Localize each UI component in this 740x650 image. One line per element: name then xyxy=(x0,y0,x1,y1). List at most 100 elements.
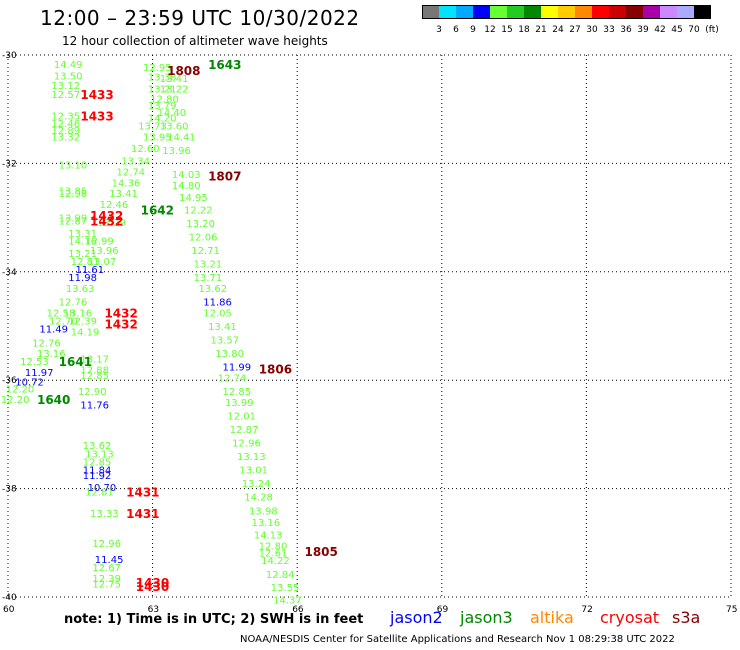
pass-time-label: 1433 xyxy=(80,110,113,124)
swh-value-label: 12.53 xyxy=(20,357,49,368)
swh-value-label: 11.86 xyxy=(203,298,232,309)
legend-swatch xyxy=(609,5,626,19)
legend-label: 24 xyxy=(552,25,564,35)
legend-label: 9 xyxy=(470,25,476,35)
swh-value-label: 12.81 xyxy=(85,487,114,498)
swh-value-label: 13.21 xyxy=(68,249,97,260)
swh-value-label: 11.49 xyxy=(39,325,68,336)
legend-swatch xyxy=(643,5,660,19)
page-title: 12:00 – 23:59 UTC 10/30/2022 xyxy=(40,6,360,30)
legend-swatch xyxy=(456,5,473,19)
lat-tick-label: -36 xyxy=(2,376,17,386)
swh-value-label: 12.80 xyxy=(259,542,288,553)
legend-label: 39 xyxy=(637,25,649,35)
swh-value-label: 12.96 xyxy=(232,439,261,450)
pass-time-label: 1431 xyxy=(126,485,159,499)
swh-value-label: 12.76 xyxy=(59,298,88,309)
swh-value-label: 12.74 xyxy=(218,373,247,384)
swh-value-label: 12.58 xyxy=(47,308,76,319)
swh-value-label: 12.01 xyxy=(227,411,256,422)
swh-value-label: 12.05 xyxy=(203,308,232,319)
legend-swatch xyxy=(677,5,694,19)
satellite-jason2-label: jason2 xyxy=(390,608,443,627)
legend-label: 70 xyxy=(688,25,700,35)
swh-value-label: 12.89 xyxy=(51,126,80,137)
swh-value-label: 12.85 xyxy=(83,458,112,469)
swh-value-label: 13.62 xyxy=(83,441,112,452)
legend-unit: (ft) xyxy=(705,25,719,35)
legend-swatch xyxy=(524,5,541,19)
swh-value-label: 12.81 xyxy=(71,257,100,268)
page-subtitle: 12 hour collection of altimeter wave hei… xyxy=(62,34,328,48)
swh-value-label: 14.95 xyxy=(179,193,208,204)
lon-tick-label: 72 xyxy=(581,605,592,615)
lat-tick-label: -38 xyxy=(2,485,17,495)
swh-value-label: 13.99 xyxy=(225,398,254,409)
legend-label: 36 xyxy=(620,25,632,35)
swh-value-label: 12.99 xyxy=(85,236,114,247)
swh-value-label: 12.96 xyxy=(92,539,121,550)
swh-value-label: 12.39 xyxy=(68,317,97,328)
satellite-s3a-label: s3a xyxy=(672,608,701,627)
swh-value-label: 13.07 xyxy=(88,257,117,268)
swh-value-label: 13.20 xyxy=(186,219,215,230)
swh-value-label: 12.67 xyxy=(92,563,121,574)
pass-time-label: 1640 xyxy=(37,393,70,407)
swh-value-label: 12.61 xyxy=(259,549,288,560)
swh-value-label: 13.33 xyxy=(90,509,119,520)
swh-value-label: 13.01 xyxy=(239,466,268,477)
swh-value-label: 13.57 xyxy=(210,336,239,347)
swh-value-label: 13.32 xyxy=(51,132,80,143)
swh-value-label: 13.98 xyxy=(249,506,278,517)
lon-tick-label: 66 xyxy=(292,605,304,615)
swh-value-label: 12.95 xyxy=(143,63,172,74)
swh-value-label: 12.35 xyxy=(51,112,80,123)
legend-label: 30 xyxy=(586,25,598,35)
swh-value-label: 13.16 xyxy=(251,518,280,529)
swh-value-label: 13.50 xyxy=(54,72,83,83)
legend-swatch xyxy=(439,5,456,19)
swh-value-label: 13.24 xyxy=(242,479,271,490)
swh-value-label: 14.49 xyxy=(54,60,83,71)
swh-value-label: 13.95 xyxy=(143,132,172,143)
legend-label: 12 xyxy=(484,25,496,35)
legend-label: 33 xyxy=(603,25,615,35)
lon-tick-label: 75 xyxy=(726,605,737,615)
legend-label: 18 xyxy=(518,25,530,35)
pass-time-label: 1432 xyxy=(104,306,137,320)
swh-value-label: 11.92 xyxy=(83,471,112,482)
lon-tick-label: 69 xyxy=(437,605,449,615)
legend-swatch xyxy=(490,5,507,19)
swh-value-label: 12.88 xyxy=(80,365,109,376)
swh-value-label: 12.57 xyxy=(51,90,80,101)
swh-value-label: 12.98 xyxy=(59,189,88,200)
pass-time-label: 1433 xyxy=(80,88,113,102)
swh-value-label: 14.28 xyxy=(244,493,273,504)
satellite-altika-label: altika xyxy=(530,608,574,627)
swh-value-label: 13.31 xyxy=(68,229,97,240)
swh-value-label: 12.85 xyxy=(223,387,252,398)
swh-value-label: 13.85 xyxy=(59,187,88,198)
swh-value-label: 12.46 xyxy=(100,200,129,211)
swh-value-label: 13.73 xyxy=(138,121,167,132)
swh-value-label: 12.80 xyxy=(150,94,179,105)
legend-swatch xyxy=(558,5,575,19)
swh-value-label: 13.96 xyxy=(162,146,191,157)
swh-value-label: 14.80 xyxy=(172,181,201,192)
swh-value-label: 14.41 xyxy=(167,132,196,143)
swh-value-label: 14.37 xyxy=(273,596,302,607)
swh-value-label: 13.16 xyxy=(63,308,92,319)
swh-value-label: 14.19 xyxy=(71,327,100,338)
swh-value-label: 14.16 xyxy=(68,236,97,247)
swh-value-label: 12.74 xyxy=(117,168,146,179)
swh-value-label: 12.06 xyxy=(189,233,218,244)
pass-time-label: 1806 xyxy=(259,362,292,376)
swh-value-label: 12.87 xyxy=(59,216,88,227)
legend-label: 6 xyxy=(453,25,459,35)
swh-value-label: 13.41 xyxy=(208,322,237,333)
swh-value-label: 13.34 xyxy=(121,157,150,168)
lat-tick-label: -34 xyxy=(2,268,17,278)
swh-value-label: 10.70 xyxy=(88,483,117,494)
lon-tick-label: 63 xyxy=(148,605,159,615)
